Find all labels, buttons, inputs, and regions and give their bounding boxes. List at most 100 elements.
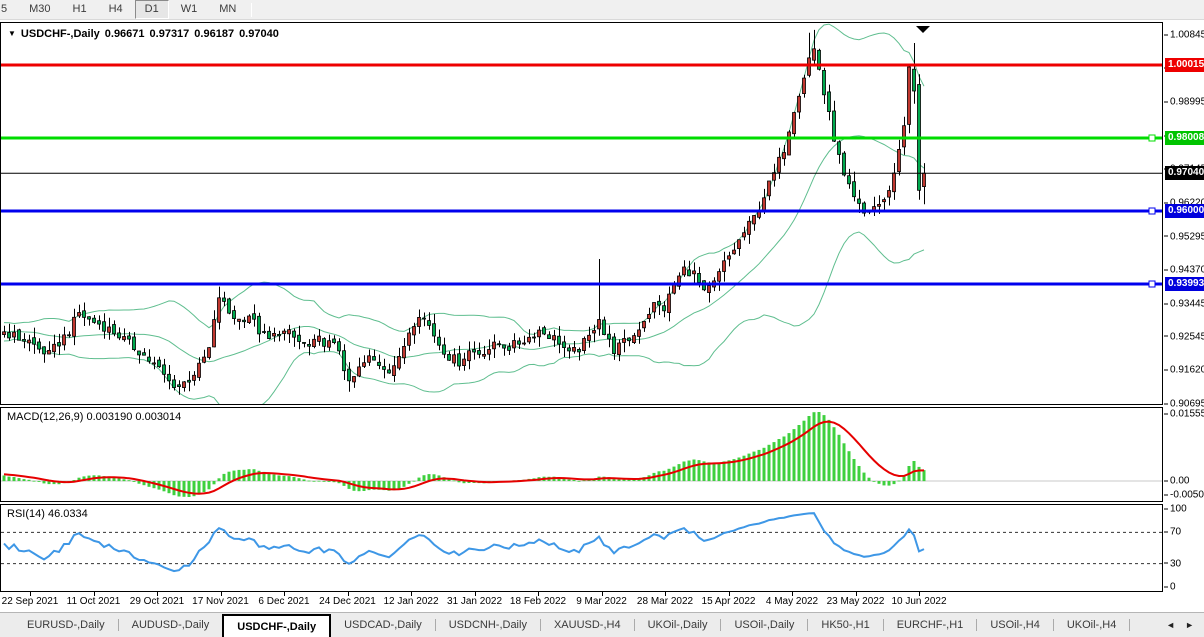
date-label: 15 Apr 2022 bbox=[701, 596, 756, 607]
date-tick bbox=[665, 592, 666, 596]
tick-dash bbox=[1164, 235, 1168, 237]
ohlc-close: 0.97040 bbox=[239, 28, 279, 40]
date-label: 28 Mar 2022 bbox=[636, 596, 694, 607]
macd-panel[interactable]: MACD(12,26,9) 0.003190 0.003014 bbox=[0, 407, 1163, 502]
chart-title: ▼ USDCHF-,Daily 0.96671 0.97317 0.96187 0.970… bbox=[8, 28, 279, 40]
tab-divider bbox=[633, 619, 635, 631]
ohlc-low: 0.96187 bbox=[194, 28, 235, 40]
tick-dash bbox=[1164, 586, 1168, 588]
date-tick bbox=[30, 592, 31, 596]
tab-usdchf-daily[interactable]: USDCHF-,Daily bbox=[222, 614, 332, 637]
tick-dash bbox=[1164, 335, 1168, 337]
macd-axis-tick: -0.00507 bbox=[1164, 490, 1204, 501]
tab-divider bbox=[1129, 619, 1131, 631]
timeframe-w1[interactable]: W1 bbox=[180, 3, 198, 15]
bollinger-upper-band bbox=[3, 23, 925, 335]
tab-divider bbox=[539, 619, 541, 631]
date-tick bbox=[93, 592, 95, 596]
tick-dash bbox=[1164, 202, 1168, 204]
timeframe-d1[interactable]: D1 bbox=[134, 0, 169, 19]
tick-dash bbox=[1164, 403, 1168, 405]
line-handle[interactable] bbox=[1148, 134, 1156, 142]
candles bbox=[2, 29, 926, 395]
price-axis-tick: 0.94370 bbox=[1164, 265, 1204, 276]
date-label: 10 Jun 2022 bbox=[891, 596, 947, 607]
chart-shift-marker-icon[interactable] bbox=[916, 26, 930, 33]
toolbar-separator bbox=[251, 2, 253, 17]
date-tick bbox=[792, 592, 793, 596]
date-tick bbox=[538, 592, 539, 596]
tab-hk50-h1[interactable]: HK50-,H1 bbox=[821, 619, 870, 631]
tab-divider bbox=[976, 619, 978, 631]
bollinger-middle-band bbox=[4, 135, 925, 363]
date-tick bbox=[347, 592, 349, 596]
rsi-axis-tick: 70 bbox=[1164, 527, 1204, 538]
date-tick bbox=[474, 592, 476, 596]
candlestick-chart[interactable] bbox=[1, 23, 1162, 404]
tab-usdcad-daily[interactable]: USDCAD-,Daily bbox=[344, 619, 422, 631]
timeframe-m15-partial[interactable]: 5 bbox=[1, 3, 8, 15]
price-axis-tick: 0.90695 bbox=[1164, 398, 1204, 409]
date-tick bbox=[220, 592, 222, 596]
macd-axis-tick: 0.00 bbox=[1164, 476, 1204, 487]
tab-scroll-nav: ◄ ► bbox=[1166, 612, 1194, 637]
chart-dropdown-icon[interactable]: ▼ bbox=[8, 29, 16, 38]
tab-xauusd-h4[interactable]: XAUUSD-,H4 bbox=[553, 619, 621, 631]
price-axis-tick: 0.93445 bbox=[1164, 298, 1204, 309]
tab-scroll-left-icon[interactable]: ◄ bbox=[1166, 619, 1176, 630]
price-axis-tick: 0.92545 bbox=[1164, 331, 1204, 342]
date-label: 12 Jan 2022 bbox=[383, 596, 439, 607]
tick-dash bbox=[1164, 480, 1168, 482]
date-label: 17 Nov 2021 bbox=[192, 596, 249, 607]
date-tick bbox=[411, 592, 412, 596]
date-axis[interactable]: 22 Sep 2021 11 Oct 2021 29 Oct 2021 17 Nov … bbox=[0, 592, 1163, 611]
macd-histogram bbox=[2, 412, 926, 497]
tab-divider bbox=[434, 619, 436, 631]
tick-dash bbox=[1164, 303, 1168, 305]
ohlc-open: 0.96671 bbox=[104, 28, 145, 40]
date-tick bbox=[284, 592, 285, 596]
date-tick bbox=[855, 592, 857, 596]
price-axis-tick: 0.96220 bbox=[1164, 197, 1204, 208]
price-level-tag-1.00015: 1.00015 bbox=[1165, 58, 1204, 72]
tick-dash bbox=[1164, 269, 1168, 271]
tab-divider bbox=[720, 619, 722, 631]
rsi-panel[interactable]: RSI(14) 46.0334 bbox=[0, 504, 1163, 592]
timeframe-m30[interactable]: M30 bbox=[29, 3, 51, 15]
tab-scroll-right-icon[interactable]: ► bbox=[1185, 619, 1194, 630]
tab-divider bbox=[1052, 619, 1054, 631]
tick-dash bbox=[1164, 494, 1168, 496]
tick-dash bbox=[1164, 101, 1168, 103]
timeframe-mn[interactable]: MN bbox=[219, 3, 237, 15]
tab-divider bbox=[882, 619, 884, 631]
tab-eurchf-h1[interactable]: EURCHF-,H1 bbox=[896, 619, 964, 631]
tab-eurusd-daily[interactable]: EURUSD-,Daily bbox=[27, 619, 105, 631]
line-handle[interactable] bbox=[1148, 207, 1156, 215]
timeframe-h1[interactable]: H1 bbox=[72, 3, 87, 15]
date-label: 11 Oct 2021 bbox=[66, 596, 121, 607]
price-level-tag-0.98008: 0.98008 bbox=[1165, 130, 1204, 145]
tab-ukoil-h4[interactable]: UKOil-,H4 bbox=[1066, 619, 1117, 631]
tick-dash bbox=[1164, 531, 1168, 533]
date-tick bbox=[157, 592, 158, 596]
price-level-tag-0.96000: 0.96000 bbox=[1165, 203, 1204, 218]
bollinger-lower-band bbox=[3, 231, 925, 404]
date-label: 22 Sep 2021 bbox=[1, 596, 59, 607]
price-axis[interactable]: 1.008450.999200.989950.980700.971450.962… bbox=[1164, 21, 1204, 611]
tick-dash bbox=[1164, 34, 1168, 36]
date-label: 9 Mar 2022 bbox=[576, 596, 627, 607]
tab-usoil-daily[interactable]: USOil-,Daily bbox=[734, 619, 795, 631]
price-chart-panel[interactable]: ▼ USDCHF-,Daily 0.96671 0.97317 0.96187 0.970… bbox=[0, 22, 1163, 405]
price-axis-tick: 1.00845 bbox=[1164, 29, 1204, 40]
tab-divider bbox=[117, 619, 119, 631]
rsi-axis-tick: 30 bbox=[1164, 558, 1204, 569]
tab-ukoil-daily[interactable]: UKOil-,Daily bbox=[647, 619, 708, 631]
price-level-tag-0.93993: 0.93993 bbox=[1165, 276, 1204, 291]
line-handle[interactable] bbox=[1148, 280, 1156, 288]
macd-plot bbox=[1, 412, 1162, 497]
tab-usoil-h4[interactable]: USOil-,H4 bbox=[990, 619, 1040, 631]
tab-audusd-daily[interactable]: AUDUSD-,Daily bbox=[131, 619, 210, 631]
timeframe-h4[interactable]: H4 bbox=[108, 3, 123, 15]
tab-usdcnh-daily[interactable]: USDCNH-,Daily bbox=[448, 619, 527, 631]
price-axis-tick: 0.98995 bbox=[1164, 97, 1204, 108]
